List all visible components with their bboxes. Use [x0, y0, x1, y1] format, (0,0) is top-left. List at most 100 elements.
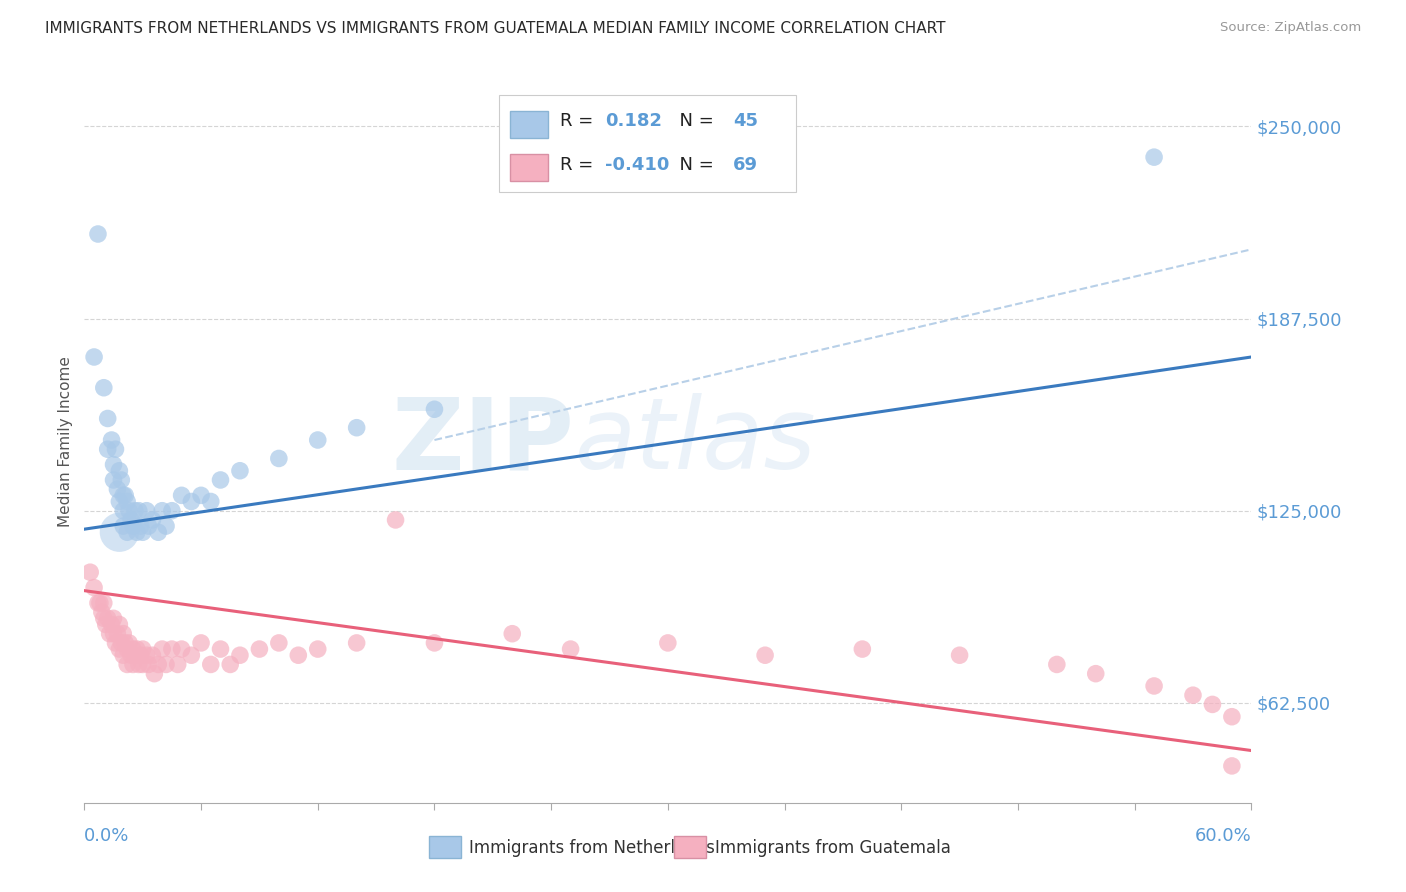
Point: [132, 525, 155, 540]
Point: [122, 519, 145, 533]
Text: 69: 69: [733, 156, 758, 174]
Point: [135, 504, 157, 518]
Point: [132, 657, 155, 672]
Point: [160, 642, 183, 657]
Point: [229, 464, 252, 478]
Point: [138, 519, 160, 533]
Point: [1084, 666, 1107, 681]
Point: [108, 525, 131, 540]
Point: [219, 657, 242, 672]
Point: [148, 525, 170, 540]
Point: [949, 648, 972, 663]
FancyBboxPatch shape: [673, 836, 706, 858]
Point: [94, 617, 117, 632]
Point: [423, 636, 446, 650]
Point: [114, 636, 136, 650]
Text: R =: R =: [561, 112, 599, 130]
Point: [166, 657, 188, 672]
Point: [287, 648, 309, 663]
Point: [108, 642, 131, 657]
Point: [209, 642, 232, 657]
Point: [1143, 150, 1166, 164]
Point: [122, 642, 145, 657]
Point: [112, 488, 135, 502]
Point: [107, 482, 129, 496]
Point: [132, 642, 155, 657]
Point: [104, 636, 127, 650]
Point: [125, 642, 148, 657]
Text: 0.0%: 0.0%: [84, 828, 129, 846]
Point: [128, 657, 150, 672]
Point: [423, 402, 446, 417]
Point: [108, 494, 131, 508]
Point: [560, 642, 582, 657]
FancyBboxPatch shape: [429, 836, 461, 858]
Point: [103, 473, 125, 487]
FancyBboxPatch shape: [510, 111, 548, 138]
Text: 45: 45: [733, 112, 758, 130]
Text: IMMIGRANTS FROM NETHERLANDS VS IMMIGRANTS FROM GUATEMALA MEDIAN FAMILY INCOME CO: IMMIGRANTS FROM NETHERLANDS VS IMMIGRANT…: [45, 21, 945, 36]
Point: [155, 657, 177, 672]
Point: [97, 411, 120, 425]
Point: [107, 626, 129, 640]
Point: [384, 513, 406, 527]
Point: [190, 488, 212, 502]
Point: [657, 636, 679, 650]
Point: [141, 648, 163, 663]
Point: [143, 666, 166, 681]
Point: [108, 617, 131, 632]
Point: [115, 657, 138, 672]
Point: [155, 519, 177, 533]
FancyBboxPatch shape: [499, 95, 796, 193]
Point: [83, 581, 105, 595]
Y-axis label: Median Family Income: Median Family Income: [58, 356, 73, 527]
Point: [209, 473, 232, 487]
Point: [150, 504, 173, 518]
Point: [346, 420, 368, 434]
Point: [267, 636, 290, 650]
Point: [135, 648, 157, 663]
Point: [97, 611, 120, 625]
Text: Immigrants from Guatemala: Immigrants from Guatemala: [714, 838, 950, 856]
Point: [79, 565, 101, 579]
Point: [103, 626, 125, 640]
Text: ZIP: ZIP: [392, 393, 575, 490]
Text: N =: N =: [668, 156, 720, 174]
Point: [141, 513, 163, 527]
Text: atlas: atlas: [575, 393, 815, 490]
Point: [267, 451, 290, 466]
Point: [112, 504, 135, 518]
Point: [180, 494, 202, 508]
Point: [120, 648, 142, 663]
Point: [83, 350, 105, 364]
Point: [170, 488, 193, 502]
Point: [150, 642, 173, 657]
Point: [87, 227, 110, 241]
Point: [104, 442, 127, 457]
Text: R =: R =: [561, 156, 599, 174]
Point: [103, 458, 125, 472]
Point: [346, 636, 368, 650]
Point: [114, 488, 136, 502]
Point: [97, 442, 120, 457]
Point: [100, 617, 122, 632]
Point: [112, 648, 135, 663]
Point: [115, 642, 138, 657]
Point: [180, 648, 202, 663]
Point: [90, 605, 112, 619]
Point: [1201, 698, 1223, 712]
Point: [122, 657, 145, 672]
Text: Source: ZipAtlas.com: Source: ZipAtlas.com: [1220, 21, 1361, 34]
Point: [89, 596, 111, 610]
Point: [1220, 709, 1243, 723]
Point: [249, 642, 271, 657]
Point: [129, 519, 152, 533]
Point: [148, 657, 170, 672]
Point: [754, 648, 776, 663]
Point: [229, 648, 252, 663]
Point: [129, 648, 152, 663]
Point: [170, 642, 193, 657]
Point: [115, 494, 138, 508]
Point: [1046, 657, 1069, 672]
Text: 60.0%: 60.0%: [1195, 828, 1251, 846]
